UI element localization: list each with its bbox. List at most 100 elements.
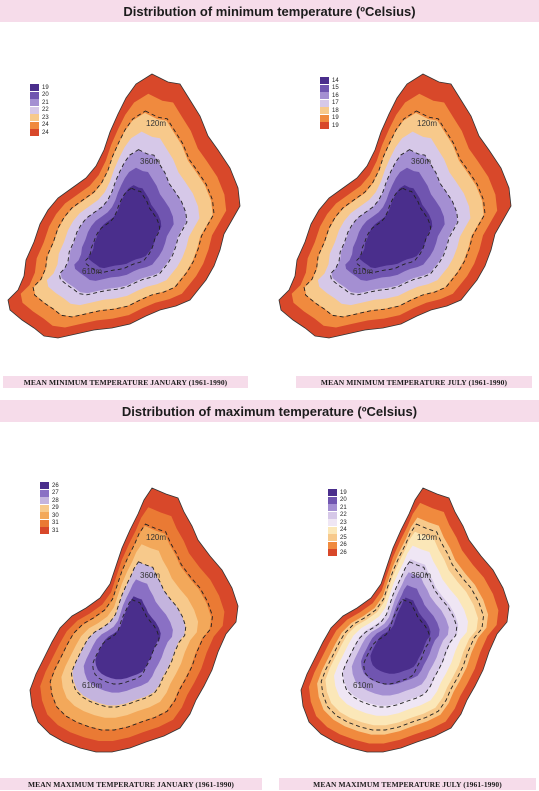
- island-map-svg: 120m 360m 610m: [29, 487, 239, 753]
- legend-label: 24: [42, 129, 49, 136]
- legend-label: 17: [332, 100, 339, 107]
- legend-swatch: [30, 129, 39, 137]
- legend-row: 27: [40, 489, 59, 498]
- legend-row: 19: [320, 122, 339, 130]
- legend-swatch: [328, 519, 337, 527]
- legend-row: 19: [30, 84, 49, 92]
- temperature-band: [88, 185, 162, 269]
- legend-max-january: 26 27 28 29 30 31 31: [40, 482, 59, 535]
- elevation-contour: [85, 187, 161, 274]
- contour-label: 610m: [353, 681, 373, 690]
- temperature-band: [370, 597, 431, 674]
- legend-row: 21: [30, 99, 49, 107]
- legend-label: 25: [340, 534, 347, 541]
- caption-min-july: MEAN MINIMUM TEMPERATURE JULY (1961-1990…: [296, 376, 532, 388]
- legend-label: 24: [340, 527, 347, 534]
- legend-label: 24: [42, 122, 49, 129]
- max-temp-section-title: Distribution of maximum temperature (ºCe…: [0, 400, 539, 422]
- legend-swatch: [30, 106, 39, 114]
- legend-label: 26: [52, 482, 59, 489]
- legend-label: 30: [52, 512, 59, 519]
- legend-swatch: [320, 107, 329, 115]
- legend-row: 24: [328, 526, 347, 535]
- elevation-contour: [329, 149, 459, 296]
- legend-swatch: [328, 534, 337, 542]
- legend-swatch: [320, 92, 329, 100]
- contour-label: 610m: [82, 267, 102, 276]
- legend-label: 22: [340, 512, 347, 519]
- legend-swatch: [40, 497, 49, 505]
- legend-label: 28: [52, 497, 59, 504]
- elevation-contour: [70, 561, 187, 708]
- legend-row: 23: [30, 114, 49, 122]
- elevation-contour: [303, 110, 486, 318]
- legend-swatch: [328, 526, 337, 534]
- elevation-contour: [32, 110, 215, 318]
- temperature-band: [95, 596, 161, 680]
- legend-label: 19: [332, 122, 339, 129]
- legend-swatch: [328, 549, 337, 557]
- elevation-contour: [341, 561, 458, 708]
- legend-label: 23: [42, 114, 49, 121]
- legend-swatch: [328, 496, 337, 504]
- legend-label: 26: [340, 549, 347, 556]
- island-map-svg: 120m 360m 610m: [7, 73, 241, 339]
- legend-row: 20: [328, 496, 347, 505]
- legend-row: 31: [40, 519, 59, 528]
- caption-min-january: MEAN MINIMUM TEMPERATURE JANUARY (1961-1…: [3, 376, 248, 388]
- legend-label: 31: [52, 527, 59, 534]
- legend-max-july: 19 20 21 22 23 24 25 26 26: [328, 489, 347, 557]
- min-temp-section-title: Distribution of minimum temperature (ºCe…: [0, 0, 539, 22]
- legend-row: 22: [328, 511, 347, 520]
- legend-swatch: [320, 77, 329, 85]
- elevation-contour: [356, 187, 432, 274]
- legend-label: 31: [52, 520, 59, 527]
- legend-swatch: [30, 121, 39, 129]
- temperature-band: [359, 185, 433, 269]
- legend-row: 20: [30, 91, 49, 100]
- contour-label: 120m: [146, 119, 166, 128]
- island-map-svg: 120m 360m 610m: [300, 487, 510, 753]
- map-min-january: 120m 360m 610m: [0, 38, 260, 378]
- contour-label: 610m: [82, 681, 102, 690]
- legend-label: 18: [332, 107, 339, 114]
- contour-label: 120m: [417, 533, 437, 542]
- legend-row: 21: [328, 504, 347, 512]
- legend-swatch: [328, 511, 337, 519]
- legend-row: 15: [320, 84, 339, 93]
- legend-row: 18: [320, 107, 339, 115]
- legend-row: 16: [320, 92, 339, 100]
- contour-label: 610m: [353, 267, 373, 276]
- legend-row: 26: [328, 549, 347, 557]
- legend-row: 24: [30, 129, 49, 137]
- legend-swatch: [30, 114, 39, 122]
- legend-min-july: 14 15 16 17 18 19 19: [320, 77, 339, 130]
- elevation-contour: [58, 149, 188, 296]
- legend-label: 19: [332, 115, 339, 122]
- elevation-contour: [363, 598, 431, 685]
- contour-label: 120m: [146, 533, 166, 542]
- legend-row: 19: [328, 489, 347, 497]
- legend-label: 27: [52, 490, 59, 497]
- legend-row: 31: [40, 527, 59, 535]
- legend-row: 30: [40, 512, 59, 520]
- elevation-contour: [92, 598, 160, 685]
- legend-swatch: [30, 99, 39, 107]
- legend-swatch: [320, 84, 329, 92]
- legend-row: 19: [320, 114, 339, 123]
- legend-row: 24: [30, 121, 49, 130]
- contour-label: 360m: [411, 157, 431, 166]
- legend-label: 19: [340, 489, 347, 496]
- legend-min-january: 19 20 21 22 23 24 24: [30, 84, 49, 137]
- legend-label: 20: [42, 92, 49, 99]
- caption-max-july: MEAN MAXIMUM TEMPERATURE JULY (1961-1990…: [279, 778, 536, 790]
- contour-label: 360m: [140, 157, 160, 166]
- legend-swatch: [328, 541, 337, 549]
- legend-swatch: [40, 527, 49, 535]
- legend-label: 15: [332, 85, 339, 92]
- legend-label: 21: [42, 99, 49, 106]
- legend-swatch: [328, 489, 337, 497]
- legend-swatch: [30, 91, 39, 99]
- legend-swatch: [320, 99, 329, 107]
- legend-label: 29: [52, 505, 59, 512]
